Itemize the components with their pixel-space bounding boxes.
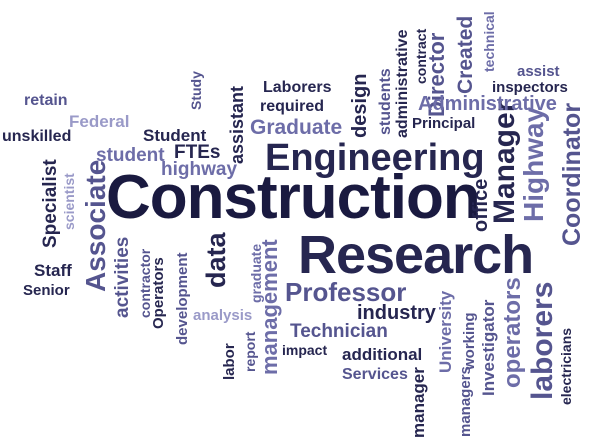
word-research: Research: [298, 225, 534, 285]
word-design: design: [349, 73, 371, 138]
word-created: Created: [454, 15, 477, 94]
word-study: Study: [188, 71, 204, 110]
word-unskilled: unskilled: [2, 128, 72, 145]
word-contractor: contractor: [137, 248, 153, 318]
word-highway-lower: highway: [161, 159, 238, 180]
word-technician: Technician: [290, 321, 388, 342]
word-associate: Associate: [80, 159, 111, 292]
word-laborers: laborers: [526, 281, 559, 400]
word-analysis: analysis: [193, 307, 253, 324]
word-highway: Highway: [518, 106, 549, 222]
word-specialist: Specialist: [40, 159, 61, 248]
word-retain: retain: [24, 92, 68, 109]
word-labor: labor: [221, 343, 238, 380]
word-services: Services: [342, 366, 408, 383]
word-graduate: Graduate: [250, 116, 343, 139]
word-scientist: scientist: [61, 173, 77, 230]
word-student: student: [96, 145, 165, 166]
word-activities: activities: [112, 236, 133, 318]
word-additional: additional: [342, 345, 423, 364]
word-managers: managers: [457, 366, 474, 437]
word-manager: Manager: [488, 100, 521, 224]
word-manager-lower: manager: [409, 367, 428, 438]
word-assistant: assistant: [227, 85, 247, 164]
word-administrative: Administrative: [418, 93, 557, 115]
word-students: students: [377, 68, 394, 135]
word-office: office: [470, 178, 492, 232]
word-working: working: [461, 312, 478, 370]
word-senior: Senior: [23, 282, 70, 299]
word-engineering: Engineering: [265, 137, 485, 179]
word-university: University: [436, 290, 455, 373]
word-data: data: [201, 232, 231, 288]
word-ftes: FTEs: [174, 142, 221, 163]
word-federal: Federal: [69, 112, 130, 131]
word-operators-upper: Operators: [150, 257, 167, 329]
word-administrative-lower: administrative: [394, 29, 411, 138]
word-graduate-lower: graduate: [248, 243, 264, 303]
word-investigator: Investigator: [479, 299, 498, 396]
word-coordinator: Coordinator: [558, 102, 586, 246]
word-staff: Staff: [34, 261, 72, 280]
word-assist: assist: [517, 63, 560, 80]
word-laborers-upper: Laborers: [263, 79, 332, 96]
word-report: report: [242, 331, 258, 372]
word-contract: contract: [413, 28, 429, 84]
word-required: required: [260, 98, 325, 115]
word-technical: technical: [481, 11, 497, 72]
word-principal: Principal: [412, 115, 476, 132]
word-operators: operators: [499, 277, 526, 388]
word-student-upper: Student: [143, 126, 207, 145]
word-development: development: [174, 252, 191, 345]
word-construction: Construction: [106, 163, 481, 232]
word-impact: impact: [282, 342, 328, 358]
word-professor: Professor: [285, 277, 407, 307]
word-industry: industry: [357, 302, 436, 324]
word-inspectors: inspectors: [492, 79, 568, 96]
word-electricians: electricians: [558, 327, 574, 405]
